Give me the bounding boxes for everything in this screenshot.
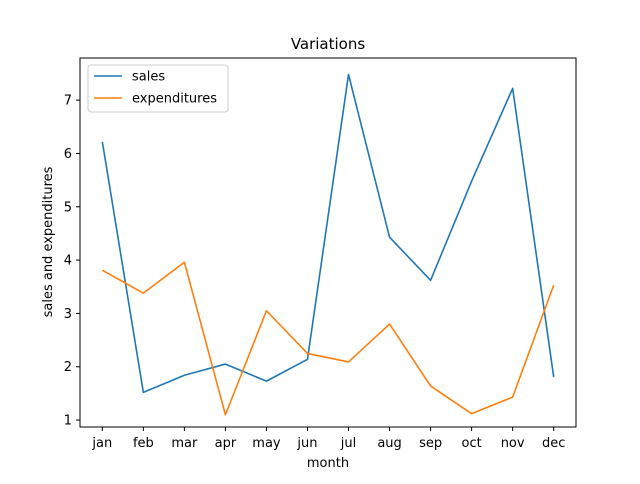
- chart-title: Variations: [291, 35, 366, 53]
- x-tick-label: aug: [377, 436, 401, 451]
- y-tick-label: 7: [64, 94, 72, 109]
- x-tick-label: mar: [171, 436, 198, 451]
- y-tick-label: 4: [64, 254, 72, 269]
- y-tick-label: 6: [64, 147, 72, 162]
- x-tick-label: jul: [340, 436, 356, 451]
- plot-area-frame: [79, 57, 577, 428]
- x-axis: jan feb mar apr may jun jul aug sep oct nov dec: [91, 427, 565, 451]
- x-axis-label: month: [307, 456, 349, 471]
- legend-box: [87, 64, 229, 113]
- legend: sales expenditures: [87, 64, 229, 113]
- x-tick-label: jun: [296, 436, 317, 451]
- x-tick-label: jan: [91, 436, 112, 451]
- x-tick-label: oct: [462, 436, 482, 451]
- y-axis-label: sales and expenditures: [41, 166, 56, 317]
- x-tick-label: nov: [501, 436, 525, 451]
- series-layer: [101, 73, 555, 416]
- series-line-sales: [101, 73, 555, 394]
- x-tick-label: sep: [419, 436, 442, 451]
- legend-label-sales: sales: [132, 70, 165, 85]
- y-tick-label: 2: [64, 360, 72, 375]
- x-tick-label: may: [252, 436, 281, 451]
- y-tick-label: 1: [64, 414, 72, 429]
- x-tick-label: feb: [133, 436, 154, 451]
- series-line-expenditures: [101, 261, 555, 416]
- legend-label-expenditures: expenditures: [132, 92, 217, 107]
- x-tick-label: apr: [215, 436, 237, 451]
- y-tick-label: 5: [64, 200, 72, 215]
- y-tick-label: 3: [64, 307, 72, 322]
- y-axis: 1 2 3 4 5 6 7: [64, 94, 80, 429]
- x-tick-label: dec: [542, 436, 565, 451]
